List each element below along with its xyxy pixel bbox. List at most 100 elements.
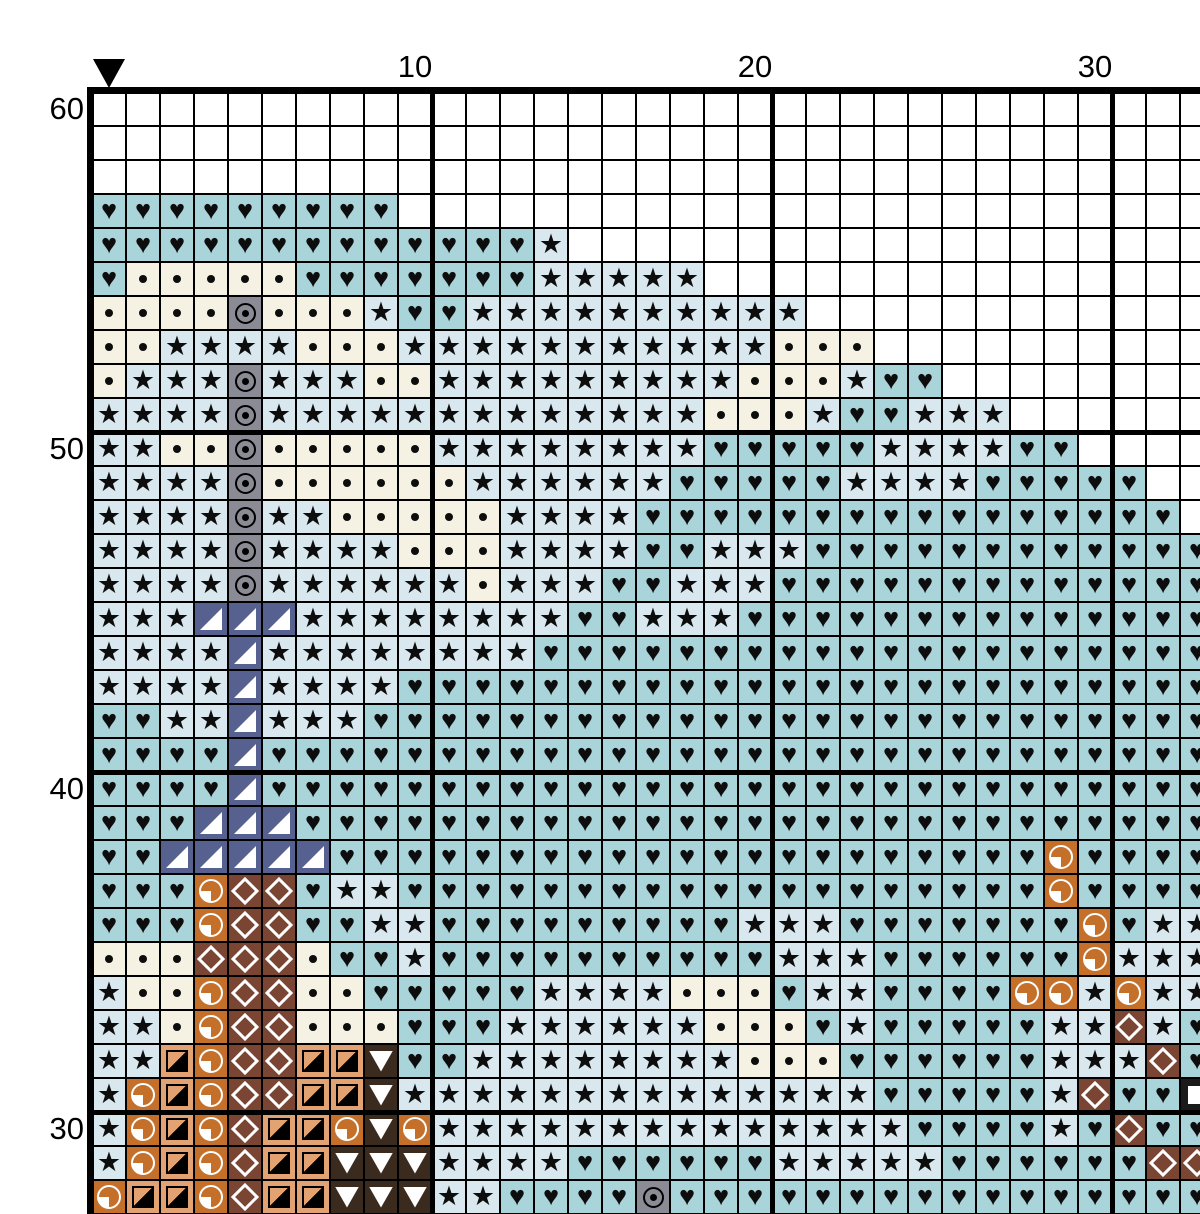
grid-cell-empty-white bbox=[296, 160, 330, 194]
grid-cell-heart-on-teal: ♥ bbox=[1146, 670, 1180, 704]
star-icon: ★ bbox=[708, 1112, 734, 1143]
heart-icon: ♥ bbox=[712, 636, 730, 667]
star-icon: ★ bbox=[504, 534, 530, 565]
grid-cell-diamond-outline-on-brown bbox=[262, 908, 296, 942]
heart-icon: ♥ bbox=[372, 942, 390, 973]
grid-cell-heart-on-teal: ♥ bbox=[1180, 1044, 1200, 1078]
star-icon: ★ bbox=[912, 398, 938, 429]
grid-cell-empty-white bbox=[1044, 364, 1078, 398]
heart-icon: ♥ bbox=[508, 738, 526, 769]
grid-cell-corner-triangle-on-navy bbox=[228, 840, 262, 874]
heart-icon: ♥ bbox=[848, 636, 866, 667]
heart-icon: ♥ bbox=[610, 908, 628, 939]
half-square-icon bbox=[302, 1118, 324, 1140]
grid-cell-dot-on-cream bbox=[296, 330, 330, 364]
grid-cell-heart-on-teal: ♥ bbox=[1180, 772, 1200, 806]
heart-icon: ♥ bbox=[882, 534, 900, 565]
grid-cell-heart-on-teal: ♥ bbox=[908, 908, 942, 942]
grid-cell-heart-on-teal: ♥ bbox=[1010, 772, 1044, 806]
heart-icon: ♥ bbox=[882, 670, 900, 701]
grid-cell-heart-on-teal: ♥ bbox=[1078, 840, 1112, 874]
grid-cell-heart-on-teal: ♥ bbox=[806, 806, 840, 840]
star-icon: ★ bbox=[504, 1112, 530, 1143]
grid-cell-star-on-lightblue: ★ bbox=[1112, 942, 1146, 976]
heart-icon: ♥ bbox=[814, 806, 832, 837]
heart-icon: ♥ bbox=[950, 500, 968, 531]
grid-cell-empty-white bbox=[772, 194, 806, 228]
grid-cell-heart-on-teal: ♥ bbox=[432, 228, 466, 262]
grid-cell-star-on-lightblue: ★ bbox=[534, 398, 568, 432]
grid-cell-star-on-lightblue: ★ bbox=[126, 670, 160, 704]
grid-cell-heart-on-teal: ♥ bbox=[1078, 874, 1112, 908]
grid-cell-empty-white bbox=[772, 262, 806, 296]
grid-cell-heart-on-teal: ♥ bbox=[568, 840, 602, 874]
grid-cell-star-on-lightblue: ★ bbox=[568, 1078, 602, 1112]
star-icon: ★ bbox=[674, 602, 700, 633]
grid-cell-heart-on-teal: ♥ bbox=[92, 738, 126, 772]
star-icon: ★ bbox=[1184, 908, 1200, 939]
grid-cell-dot-on-cream bbox=[738, 398, 772, 432]
grid-cell-star-on-lightblue: ★ bbox=[534, 364, 568, 398]
dot-icon bbox=[479, 581, 487, 589]
grid-cell-heart-on-teal: ♥ bbox=[772, 636, 806, 670]
grid-cell-empty-white bbox=[1146, 194, 1180, 228]
grid-cell-star-on-lightblue: ★ bbox=[1044, 1112, 1078, 1146]
grid-cell-star-on-lightblue: ★ bbox=[806, 1078, 840, 1112]
grid-cell-star-on-lightblue: ★ bbox=[296, 568, 330, 602]
heart-icon: ♥ bbox=[304, 228, 322, 259]
star-icon: ★ bbox=[810, 398, 836, 429]
grid-cell-empty-white bbox=[942, 160, 976, 194]
grid-cell-dot-on-cream bbox=[228, 262, 262, 296]
star-icon: ★ bbox=[674, 398, 700, 429]
grid-cell-heart-on-teal: ♥ bbox=[1078, 1180, 1112, 1214]
grid-cell-empty-white bbox=[908, 330, 942, 364]
star-icon: ★ bbox=[198, 670, 224, 701]
grid-cell-dot-on-cream bbox=[194, 296, 228, 330]
heart-icon: ♥ bbox=[406, 738, 424, 769]
grid-cell-heart-on-teal: ♥ bbox=[534, 942, 568, 976]
dot-icon bbox=[309, 445, 317, 453]
heart-icon: ♥ bbox=[304, 194, 322, 225]
grid-cell-heart-on-teal: ♥ bbox=[1180, 602, 1200, 636]
heart-icon: ♥ bbox=[950, 1078, 968, 1109]
grid-cell-dot-on-cream bbox=[160, 1010, 194, 1044]
circled-dot-icon bbox=[234, 472, 256, 494]
heart-icon: ♥ bbox=[406, 1010, 424, 1041]
corner-triangle-icon bbox=[200, 812, 222, 834]
star-icon: ★ bbox=[130, 466, 156, 497]
dot-icon bbox=[343, 989, 351, 997]
star-icon: ★ bbox=[504, 330, 530, 361]
dot-icon bbox=[139, 309, 147, 317]
grid-cell-star-on-lightblue: ★ bbox=[636, 466, 670, 500]
heart-icon: ♥ bbox=[1052, 1180, 1070, 1211]
grid-cell-heart-on-teal: ♥ bbox=[738, 874, 772, 908]
grid-cell-empty-white bbox=[364, 92, 398, 126]
grid-cell-star-on-lightblue: ★ bbox=[636, 1044, 670, 1078]
grid-cell-empty-white bbox=[976, 228, 1010, 262]
star-icon: ★ bbox=[1048, 1078, 1074, 1109]
heart-icon: ♥ bbox=[882, 942, 900, 973]
grid-cell-star-on-lightblue: ★ bbox=[636, 262, 670, 296]
grid-cell-empty-white bbox=[228, 92, 262, 126]
heart-icon: ♥ bbox=[1018, 908, 1036, 939]
heart-icon: ♥ bbox=[644, 772, 662, 803]
grid-cell-heart-on-teal: ♥ bbox=[602, 568, 636, 602]
grid-cell-star-on-lightblue: ★ bbox=[534, 1146, 568, 1180]
grid-cell-heart-on-teal: ♥ bbox=[704, 670, 738, 704]
grid-cell-quarter-circle-on-orange bbox=[1078, 942, 1112, 976]
quarter-circle-icon bbox=[335, 1117, 359, 1141]
grid-cell-heart-on-teal: ♥ bbox=[636, 636, 670, 670]
grid-cell-heart-on-teal: ♥ bbox=[364, 228, 398, 262]
diamond-icon bbox=[230, 1182, 260, 1212]
grid-cell-heart-on-teal: ♥ bbox=[126, 874, 160, 908]
grid-cell-empty-white bbox=[1180, 262, 1200, 296]
grid-bold-line bbox=[87, 87, 1200, 94]
grid-cell-empty-white bbox=[432, 126, 466, 160]
star-icon: ★ bbox=[504, 1044, 530, 1075]
star-icon: ★ bbox=[1116, 942, 1142, 973]
grid-cell-heart-on-teal: ♥ bbox=[1146, 1180, 1180, 1214]
grid-cell-empty-white bbox=[942, 296, 976, 330]
star-icon: ★ bbox=[470, 1044, 496, 1075]
heart-icon: ♥ bbox=[984, 738, 1002, 769]
grid-cell-empty-white bbox=[670, 160, 704, 194]
